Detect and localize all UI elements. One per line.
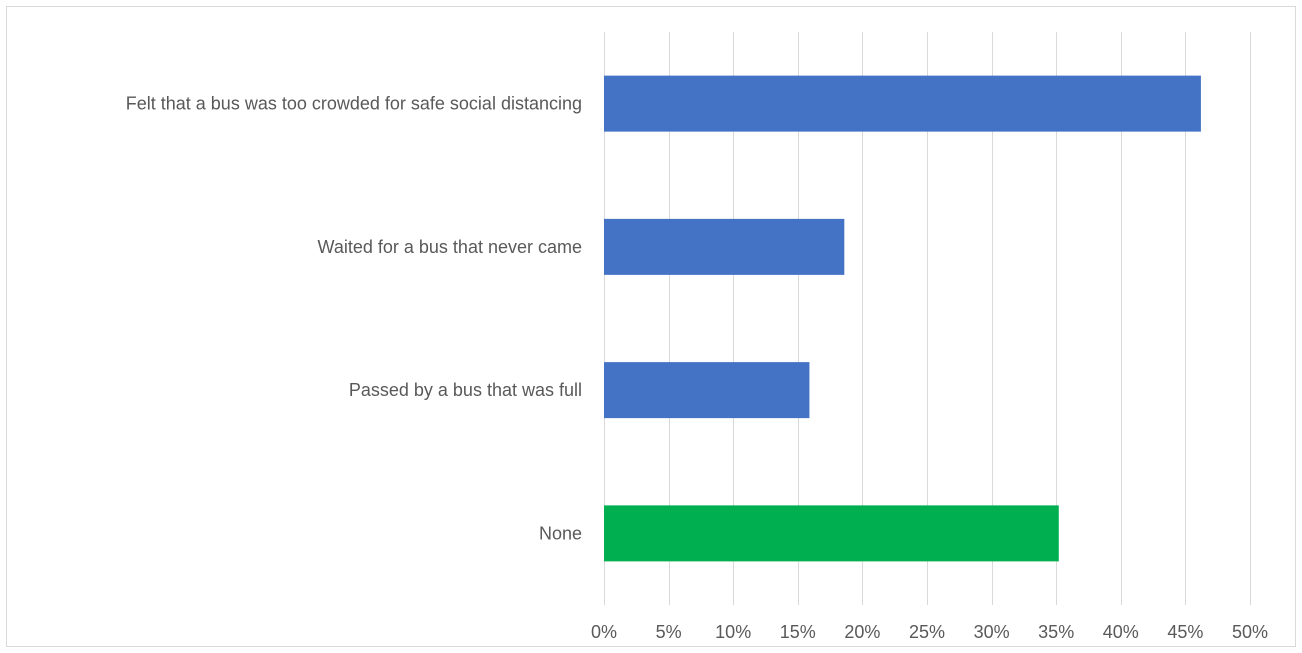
category-label: Passed by a bus that was full xyxy=(349,380,582,400)
x-tick-label: 5% xyxy=(656,622,682,642)
category-labels: Felt that a bus was too crowded for safe… xyxy=(126,94,582,544)
x-tick-label: 35% xyxy=(1038,622,1074,642)
x-tick-label: 0% xyxy=(591,622,617,642)
x-tick-label: 40% xyxy=(1103,622,1139,642)
chart-frame: Felt that a bus was too crowded for safe… xyxy=(6,6,1296,647)
x-tick-label: 45% xyxy=(1167,622,1203,642)
category-label: Waited for a bus that never came xyxy=(318,237,582,257)
x-tick-label: 25% xyxy=(909,622,945,642)
x-tick-label: 15% xyxy=(780,622,816,642)
x-axis-tick-labels: 0% 5% 10% 15% 20% 25% 30% 35% 40% 45% 50% xyxy=(591,622,1268,642)
bars xyxy=(604,75,1201,562)
bar-1 xyxy=(604,75,1201,132)
x-tick-label: 10% xyxy=(715,622,751,642)
category-label: Felt that a bus was too crowded for safe… xyxy=(126,94,582,114)
bar-3 xyxy=(604,362,810,419)
bar-chart: Felt that a bus was too crowded for safe… xyxy=(126,32,1268,642)
x-tick-label: 30% xyxy=(974,622,1010,642)
x-tick-label: 50% xyxy=(1232,622,1268,642)
x-tick-label: 20% xyxy=(844,622,880,642)
bar-4 xyxy=(604,505,1059,562)
bar-2 xyxy=(604,218,845,275)
category-label: None xyxy=(539,523,582,543)
